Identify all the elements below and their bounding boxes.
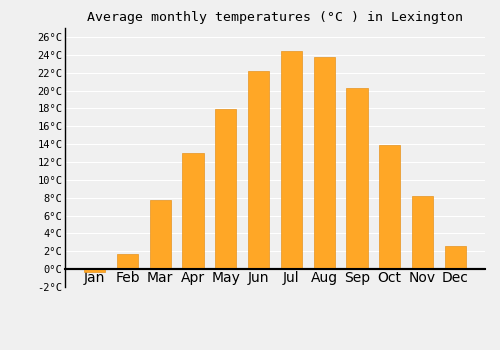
Bar xyxy=(379,145,400,269)
Bar xyxy=(314,57,335,269)
Bar xyxy=(444,246,466,269)
Bar xyxy=(248,71,270,269)
Bar xyxy=(280,51,302,269)
Bar xyxy=(346,88,368,269)
Bar xyxy=(150,200,171,269)
Bar xyxy=(412,196,433,269)
Bar xyxy=(117,254,138,269)
Bar xyxy=(215,109,236,269)
Bar xyxy=(84,269,106,272)
Bar xyxy=(182,153,204,269)
Title: Average monthly temperatures (°C ) in Lexington: Average monthly temperatures (°C ) in Le… xyxy=(87,11,463,24)
